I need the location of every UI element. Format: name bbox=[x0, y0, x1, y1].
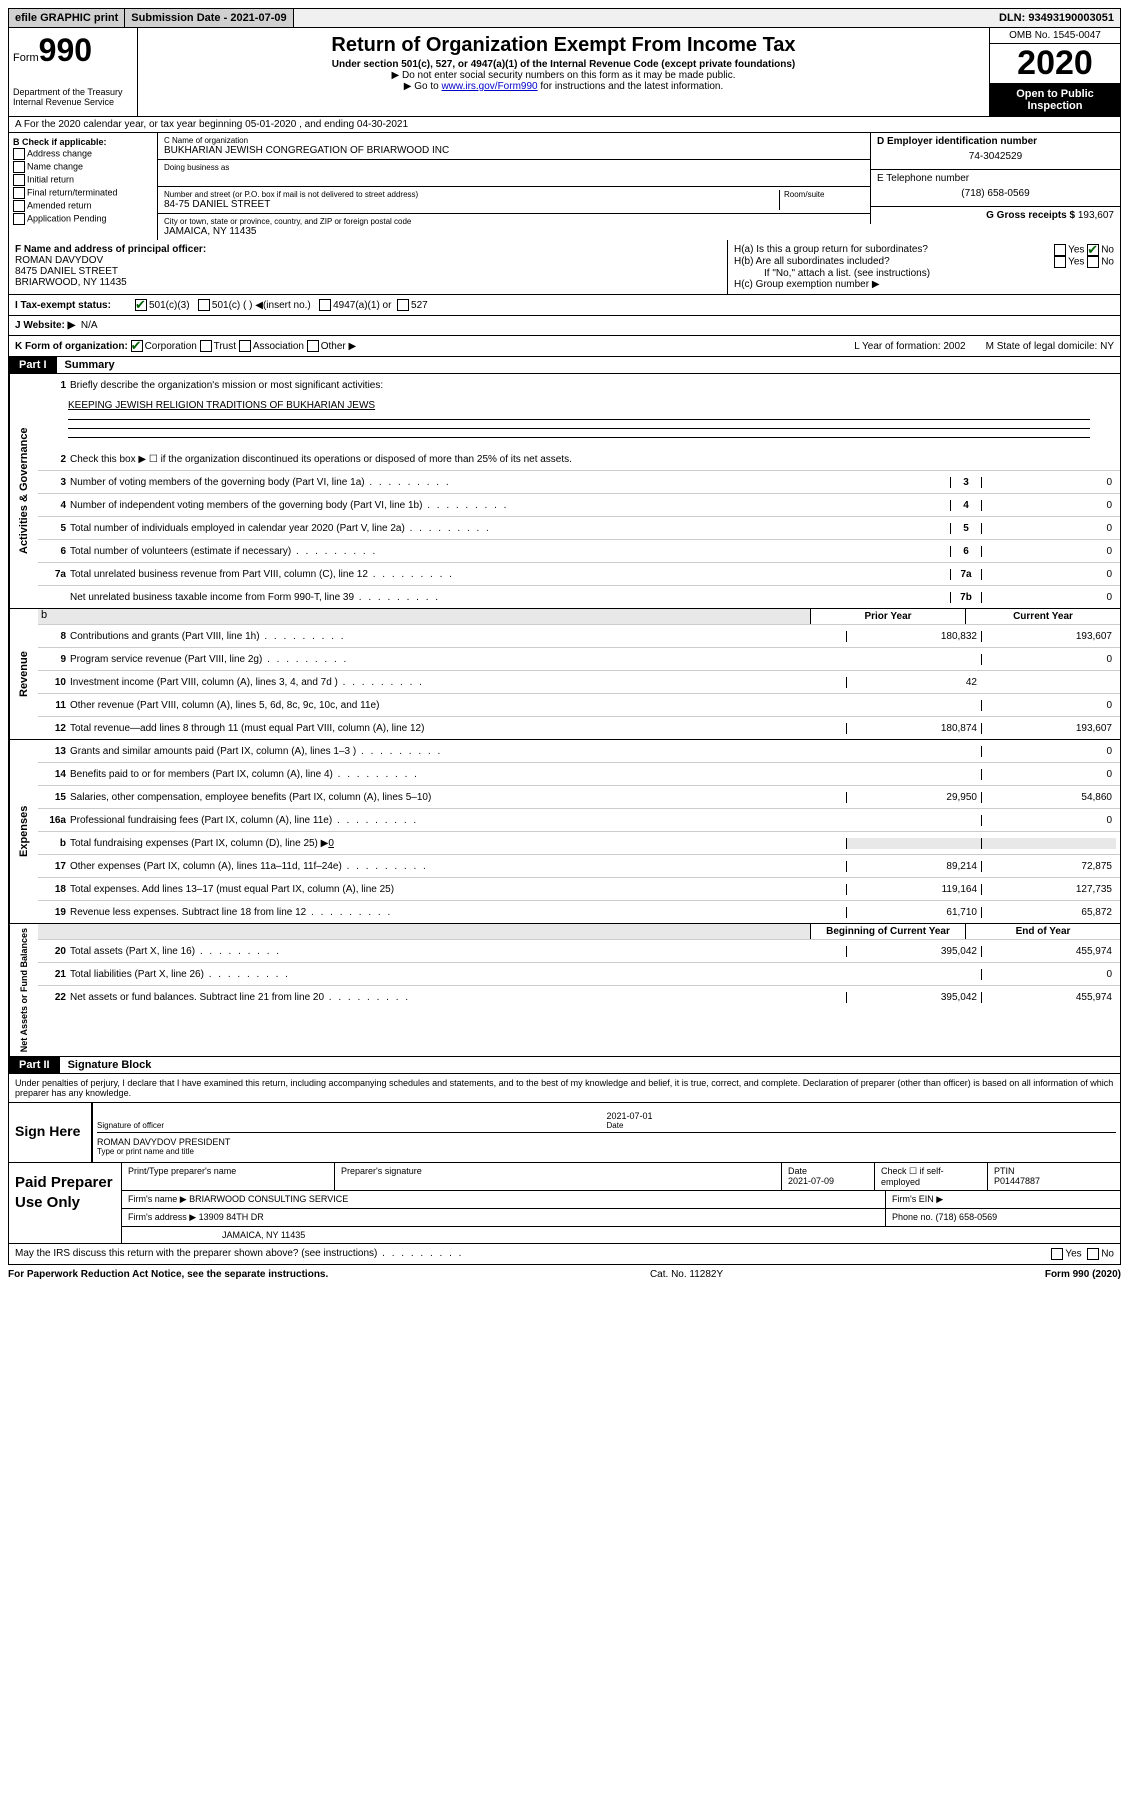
form-right-box: OMB No. 1545-0047 2020 Open to Public In… bbox=[989, 28, 1120, 116]
org-name: BUKHARIAN JEWISH CONGREGATION OF BRIARWO… bbox=[164, 145, 864, 156]
cb-4947[interactable] bbox=[319, 299, 331, 311]
firm-name: BRIARWOOD CONSULTING SERVICE bbox=[189, 1194, 348, 1204]
expenses-section: Expenses 13Grants and similar amounts pa… bbox=[8, 740, 1121, 924]
v4: 0 bbox=[981, 500, 1116, 511]
officer-name: ROMAN DAVYDOV PRESIDENT bbox=[97, 1137, 1116, 1147]
entity-info-grid: B Check if applicable: Address change Na… bbox=[8, 133, 1121, 240]
part1-header: Part I Summary bbox=[8, 357, 1121, 374]
part2-header: Part II Signature Block bbox=[8, 1057, 1121, 1074]
box-f: F Name and address of principal officer:… bbox=[9, 240, 727, 294]
row-a: A For the 2020 calendar year, or tax yea… bbox=[8, 117, 1121, 133]
cb-address[interactable]: Address change bbox=[13, 148, 153, 160]
org-address: 84-75 DANIEL STREET bbox=[164, 199, 779, 210]
omb-number: OMB No. 1545-0047 bbox=[990, 28, 1120, 44]
form-title-box: Return of Organization Exempt From Incom… bbox=[138, 28, 989, 116]
cb-501c3[interactable] bbox=[135, 299, 147, 311]
cb-other[interactable] bbox=[307, 340, 319, 352]
v6: 0 bbox=[981, 546, 1116, 557]
ptin: P01447887 bbox=[994, 1176, 1114, 1186]
efile-button[interactable]: efile GRAPHIC print bbox=[9, 9, 125, 27]
cb-527[interactable] bbox=[397, 299, 409, 311]
form-subtitle: Under section 501(c), 527, or 4947(a)(1)… bbox=[146, 59, 981, 70]
cb-assoc[interactable] bbox=[239, 340, 251, 352]
gross-receipts: 193,607 bbox=[1078, 210, 1114, 221]
form-number-box: Form990 Department of the Treasury Inter… bbox=[9, 28, 138, 116]
form-header: Form990 Department of the Treasury Inter… bbox=[8, 28, 1121, 117]
dept-label: Department of the Treasury Internal Reve… bbox=[13, 87, 133, 107]
cb-name[interactable]: Name change bbox=[13, 161, 153, 173]
cb-501c[interactable] bbox=[198, 299, 210, 311]
year-formation: L Year of formation: 2002 bbox=[854, 341, 965, 352]
preparer-phone: (718) 658-0569 bbox=[936, 1212, 998, 1222]
k-row: K Form of organization: Corporation Trus… bbox=[8, 336, 1121, 357]
tax-year: 2020 bbox=[990, 44, 1120, 84]
netassets-section: Net Assets or Fund Balances Beginning of… bbox=[8, 924, 1121, 1057]
mission-text: KEEPING JEWISH RELIGION TRADITIONS OF BU… bbox=[68, 400, 1090, 411]
cb-pending[interactable]: Application Pending bbox=[13, 213, 153, 225]
submission-date: Submission Date - 2021-07-09 bbox=[125, 9, 293, 27]
box-c: C Name of organization BUKHARIAN JEWISH … bbox=[158, 133, 870, 240]
sign-here-block: Sign Here Signature of officer 2021-07-0… bbox=[8, 1103, 1121, 1163]
phone: (718) 658-0569 bbox=[877, 184, 1114, 203]
box-h: H(a) Is this a group return for subordin… bbox=[727, 240, 1120, 294]
org-city: JAMAICA, NY 11435 bbox=[164, 226, 864, 237]
v7a: 0 bbox=[981, 569, 1116, 580]
cb-initial[interactable]: Initial return bbox=[13, 174, 153, 186]
form-title: Return of Organization Exempt From Incom… bbox=[146, 34, 981, 57]
cb-trust[interactable] bbox=[200, 340, 212, 352]
website-row: J Website: ▶ N/A bbox=[8, 316, 1121, 336]
box-b: B Check if applicable: Address change Na… bbox=[9, 133, 158, 240]
v7b: 0 bbox=[981, 592, 1116, 603]
penalty-text: Under penalties of perjury, I declare th… bbox=[8, 1074, 1121, 1103]
row-fh: F Name and address of principal officer:… bbox=[8, 240, 1121, 295]
cb-amended[interactable]: Amended return bbox=[13, 200, 153, 212]
v5: 0 bbox=[981, 523, 1116, 534]
tax-status-row: I Tax-exempt status: 501(c)(3) 501(c) ( … bbox=[8, 295, 1121, 316]
top-bar: efile GRAPHIC print Submission Date - 20… bbox=[8, 8, 1121, 28]
paid-preparer-block: Paid Preparer Use Only Print/Type prepar… bbox=[8, 1163, 1121, 1244]
ein: 74-3042529 bbox=[877, 147, 1114, 166]
discuss-row: May the IRS discuss this return with the… bbox=[8, 1244, 1121, 1265]
box-def: D Employer identification number 74-3042… bbox=[870, 133, 1120, 240]
form-note-1: ▶ Do not enter social security numbers o… bbox=[146, 70, 981, 81]
form-note-2: ▶ Go to www.irs.gov/Form990 for instruct… bbox=[146, 81, 981, 92]
revenue-section: Revenue bPrior YearCurrent Year 8Contrib… bbox=[8, 609, 1121, 740]
state-domicile: M State of legal domicile: NY bbox=[986, 341, 1114, 352]
cb-discuss-no[interactable] bbox=[1087, 1248, 1099, 1260]
dln: DLN: 93493190003051 bbox=[993, 9, 1120, 27]
irs-link[interactable]: www.irs.gov/Form990 bbox=[441, 81, 537, 92]
cb-discuss-yes[interactable] bbox=[1051, 1248, 1063, 1260]
website: N/A bbox=[81, 320, 98, 331]
cb-final[interactable]: Final return/terminated bbox=[13, 187, 153, 199]
page-footer: For Paperwork Reduction Act Notice, see … bbox=[8, 1265, 1121, 1284]
v3: 0 bbox=[981, 477, 1116, 488]
cb-corp[interactable] bbox=[131, 340, 143, 352]
governance-section: Activities & Governance 1Briefly describ… bbox=[8, 374, 1121, 609]
inspection-label: Open to Public Inspection bbox=[990, 84, 1120, 116]
